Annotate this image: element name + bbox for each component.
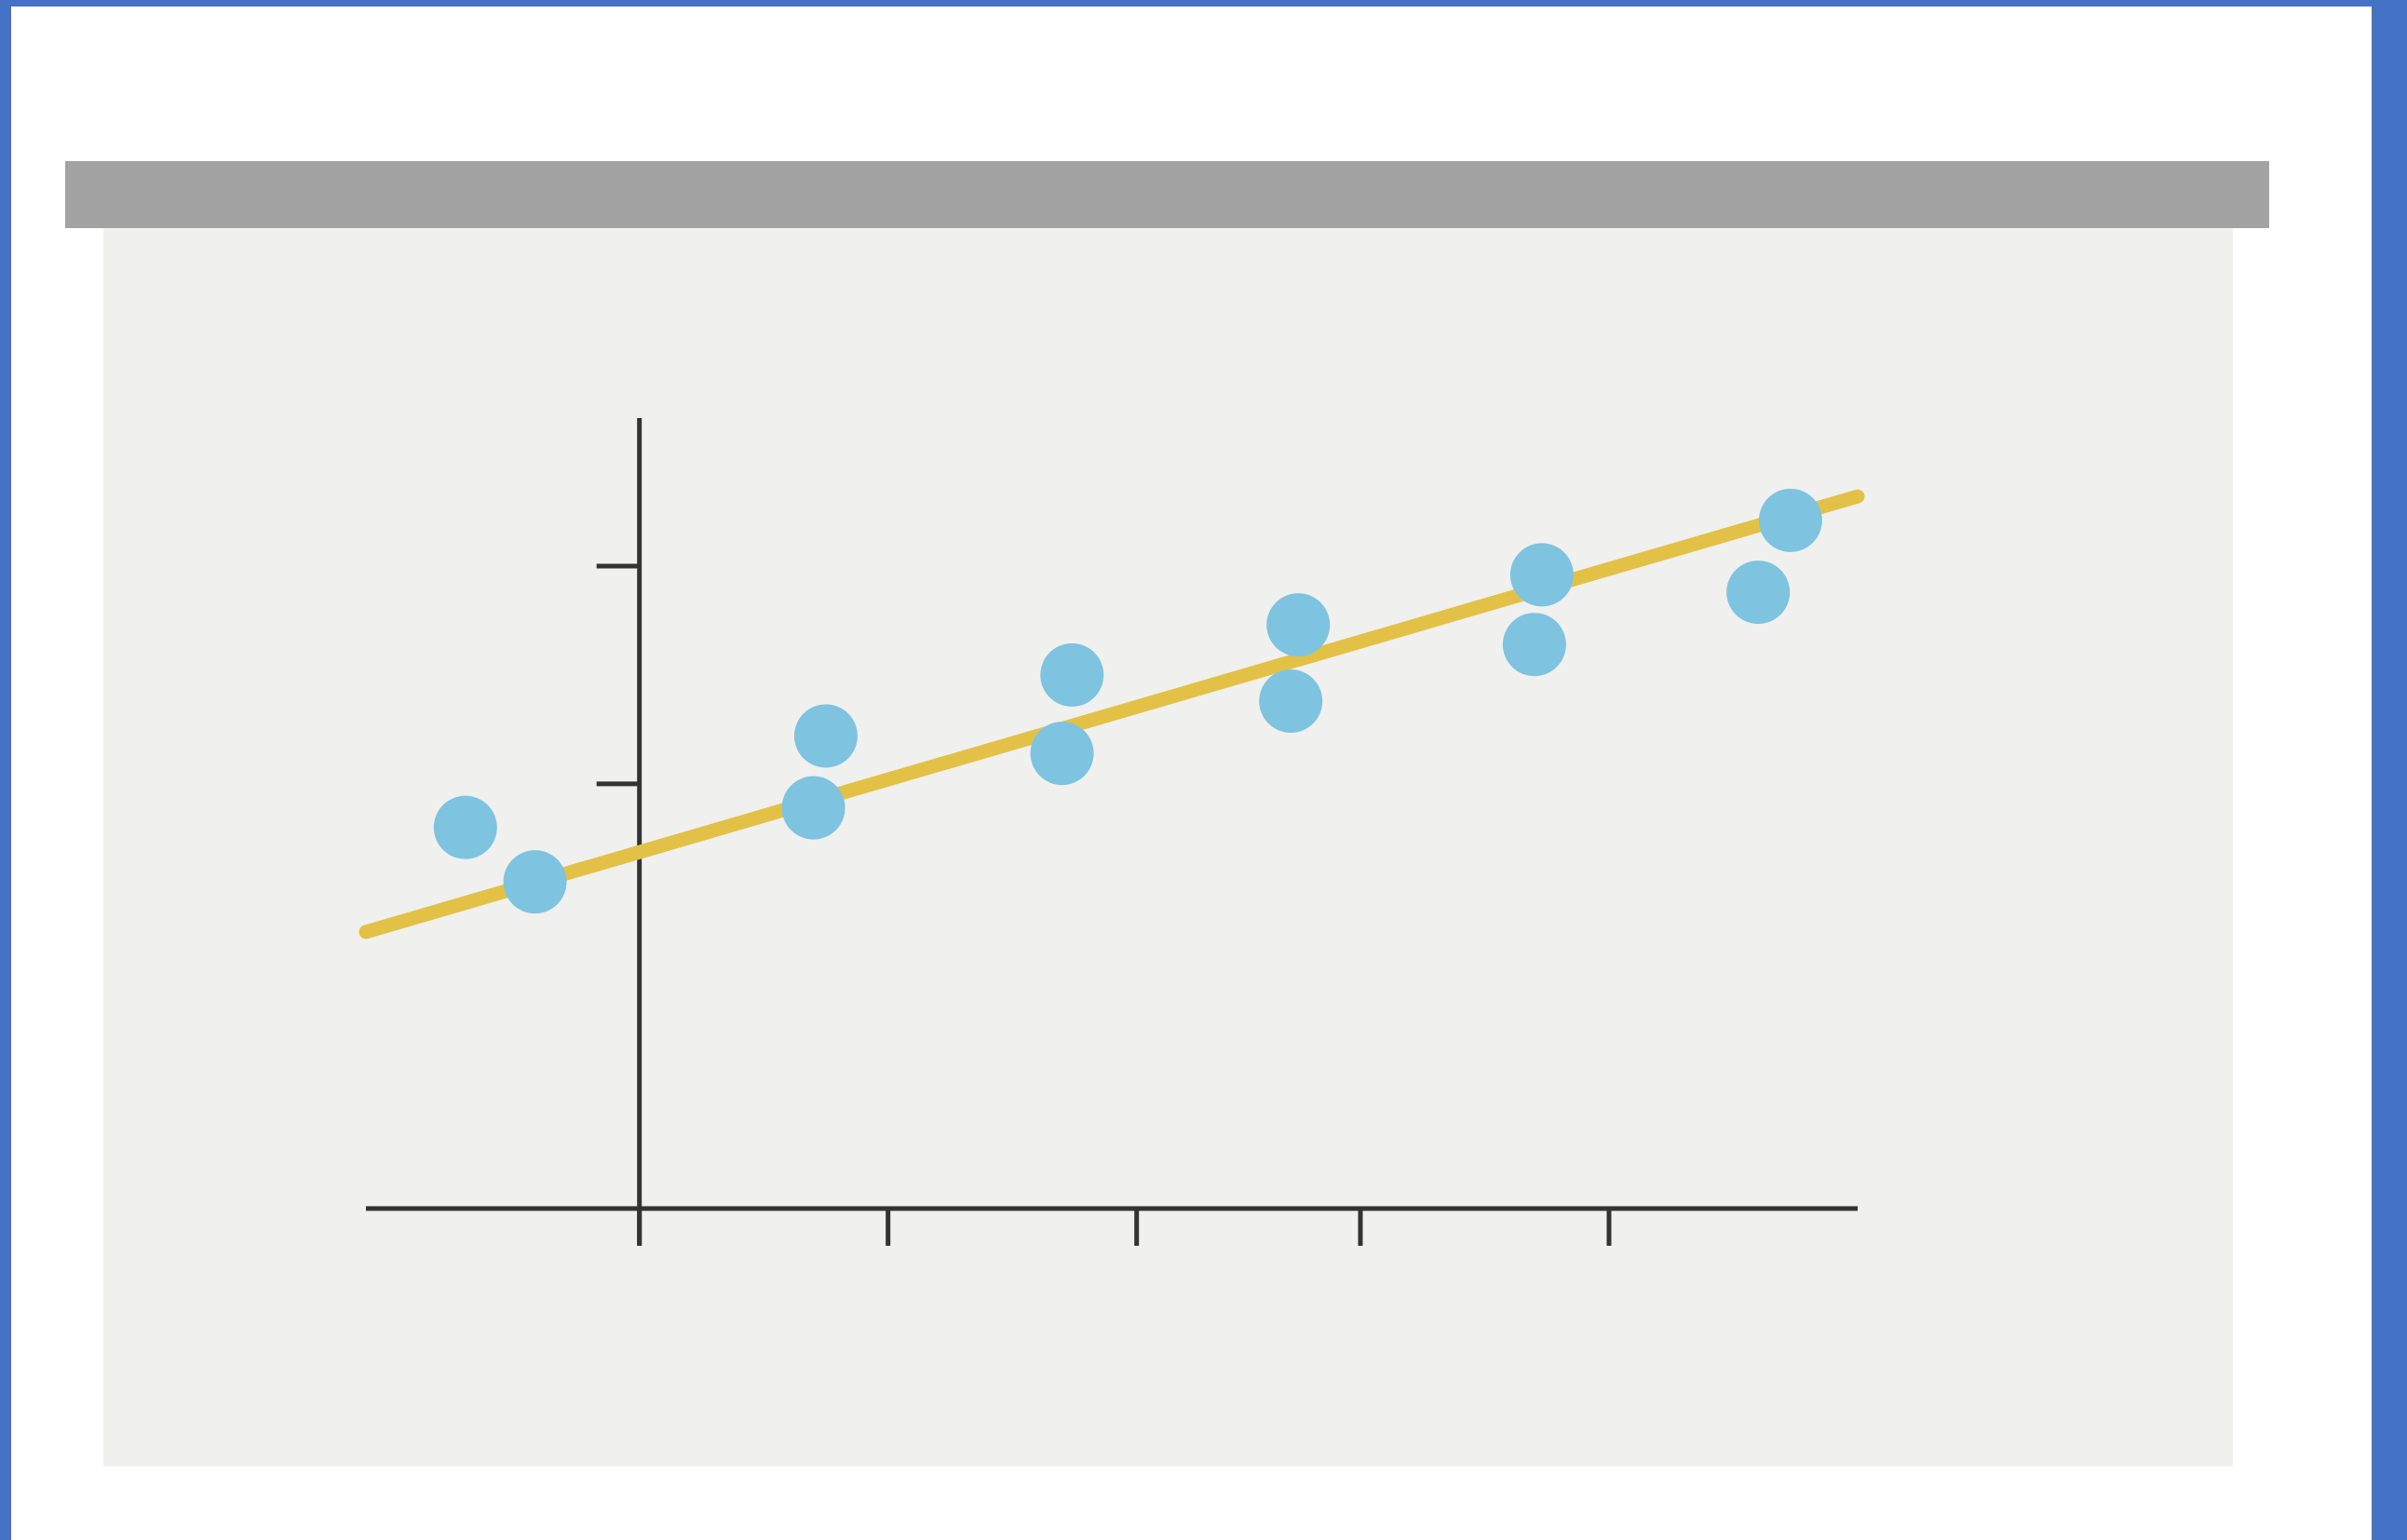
data-point-8 <box>1502 613 1566 677</box>
data-point-5 <box>1040 642 1104 707</box>
data-point-10 <box>1726 561 1791 625</box>
data-point-7 <box>1266 593 1331 657</box>
axes <box>366 417 1858 1246</box>
data-point-2 <box>793 704 858 768</box>
data-point-0 <box>433 795 497 859</box>
data-point-3 <box>781 776 845 840</box>
trend-line <box>358 489 1865 939</box>
data-point-9 <box>1509 543 1574 607</box>
data-point-1 <box>503 850 567 914</box>
data-points <box>433 488 1822 914</box>
trend-line-group <box>358 489 1865 939</box>
projector-screen-bar <box>65 161 2269 228</box>
data-point-4 <box>1030 722 1094 786</box>
data-point-6 <box>1259 669 1323 734</box>
data-point-11 <box>1758 488 1822 552</box>
